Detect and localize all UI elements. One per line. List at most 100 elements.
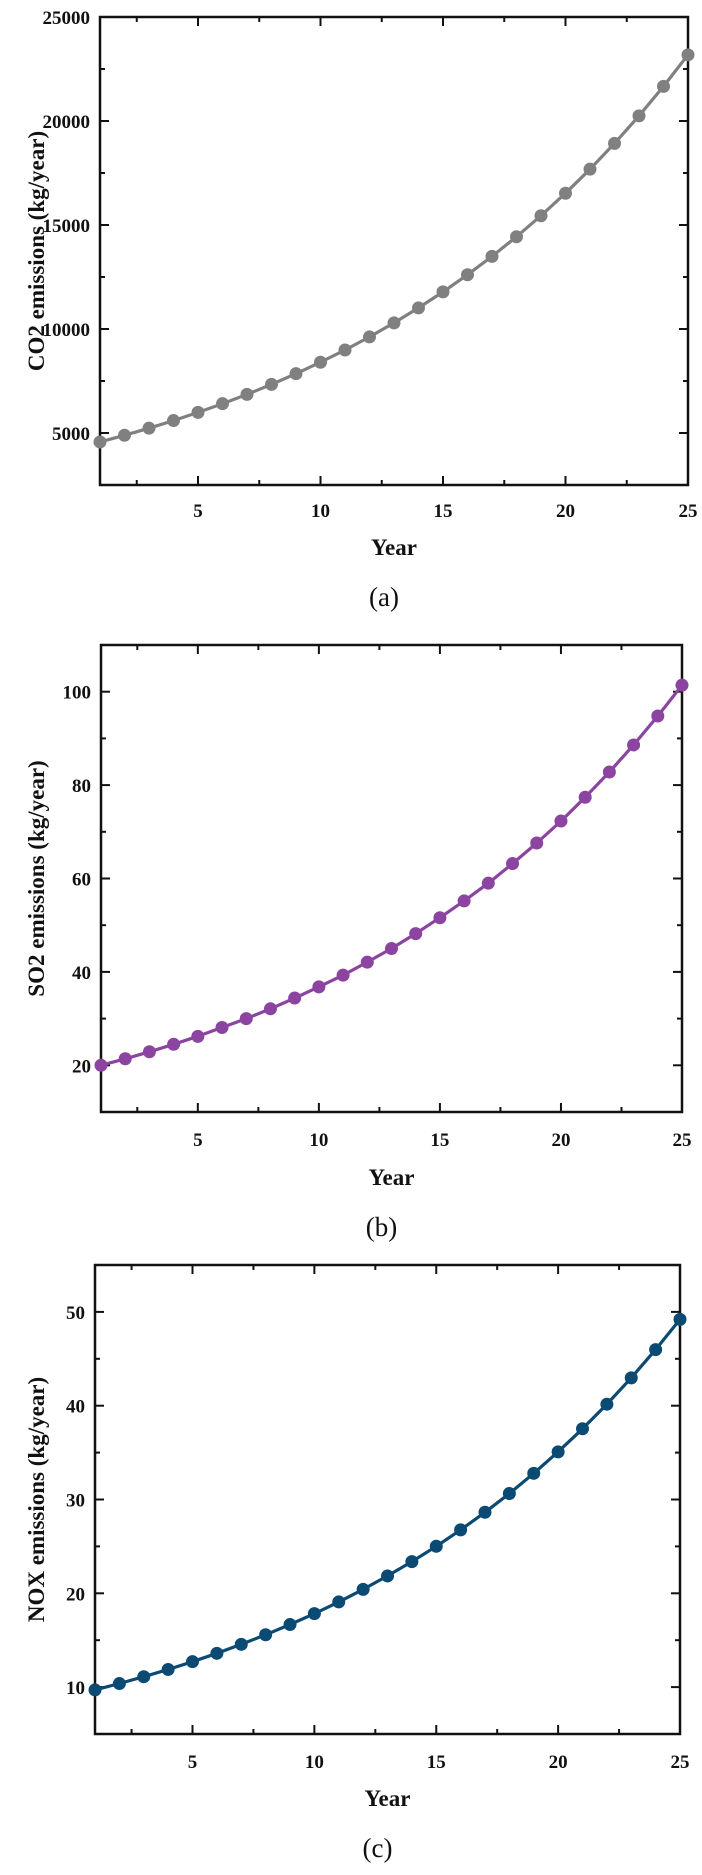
data-point [234, 1637, 248, 1651]
x-axis-label: Year [365, 1786, 411, 1811]
data-point [457, 894, 471, 908]
data-point [314, 355, 327, 369]
data-point [142, 421, 156, 435]
data-point [240, 387, 254, 401]
data-point [239, 1012, 253, 1026]
x-tick-label: 15 [427, 1752, 446, 1773]
panel-caption: (a) [369, 582, 399, 612]
panel-caption: (c) [363, 1833, 393, 1863]
data-point [118, 428, 131, 442]
y-tick-label: 20 [72, 1056, 91, 1077]
y-tick-label: 100 [63, 683, 92, 704]
data-point [530, 836, 544, 850]
series-line [99, 53, 690, 444]
data-point [675, 678, 689, 692]
data-point [112, 1677, 126, 1691]
data-point [551, 1445, 565, 1459]
data-point [167, 1037, 181, 1051]
panel-caption: (b) [366, 1212, 397, 1242]
data-point [429, 1539, 443, 1553]
data-point [602, 765, 616, 779]
data-point [288, 991, 302, 1005]
data-point [283, 1618, 297, 1632]
data-point [502, 1486, 516, 1500]
data-point [210, 1646, 224, 1660]
data-point [161, 1662, 175, 1676]
y-tick-label: 60 [72, 870, 91, 891]
data-point [578, 790, 592, 804]
y-tick-label: 80 [72, 776, 91, 797]
data-point [627, 738, 641, 752]
data-point [360, 955, 374, 969]
data-point [559, 186, 572, 200]
x-tick-label: 15 [434, 501, 453, 522]
data-point [216, 397, 229, 411]
data-point [312, 980, 326, 994]
data-point [186, 1655, 199, 1669]
x-tick-label: 10 [309, 1130, 328, 1151]
data-point [385, 942, 398, 956]
y-tick-label: 25000 [43, 8, 91, 29]
data-point [332, 1595, 346, 1609]
data-point [307, 1607, 321, 1621]
chart-panel-1: 5 10 15 20 25 5000 10000 15000 20000 25000 Year CO2… [24, 8, 698, 612]
data-point [481, 876, 495, 890]
data-point [381, 1569, 394, 1583]
data-point [608, 136, 621, 150]
data-point [649, 1343, 663, 1357]
data-point [433, 911, 447, 925]
y-tick-label: 30 [66, 1491, 85, 1512]
y-tick-label: 20000 [43, 112, 91, 133]
data-point [534, 209, 548, 223]
y-axis-label: NOX emissions (kg/year) [24, 1377, 49, 1622]
data-point [93, 435, 107, 449]
data-point [191, 1029, 205, 1043]
data-point [142, 1045, 156, 1059]
data-point [454, 1523, 468, 1537]
data-point [657, 79, 670, 93]
data-point [600, 1397, 614, 1411]
data-point [478, 1505, 492, 1519]
y-tick-label: 40 [66, 1397, 85, 1418]
series-line [94, 1318, 682, 1692]
data-point [510, 230, 523, 244]
chart-panel-3: 5 10 15 20 25 10 20 30 40 50 Year NOX emissions (kg… [24, 1263, 690, 1863]
data-point [336, 968, 350, 982]
data-point [576, 1422, 589, 1436]
data-point [554, 814, 568, 828]
x-tick-label: 25 [671, 1752, 690, 1773]
data-point [673, 1312, 687, 1326]
data-point [94, 1058, 108, 1072]
x-tick-label: 10 [305, 1752, 324, 1773]
chart-panel-2: 5 10 15 20 25 20 40 60 80 100 Year SO2 emissions (k… [24, 643, 692, 1242]
x-tick-label: 5 [188, 1752, 198, 1773]
data-point [461, 268, 474, 282]
x-axis-label: Year [369, 1165, 415, 1190]
x-tick-label: 20 [551, 1130, 570, 1151]
y-tick-label: 10 [66, 1678, 85, 1699]
plot-frame [98, 15, 690, 487]
x-tick-label: 5 [193, 1130, 203, 1151]
data-point [412, 301, 425, 315]
y-tick-label: 15000 [43, 216, 91, 237]
data-point [506, 857, 520, 871]
data-point [118, 1052, 132, 1066]
data-point [263, 1002, 277, 1016]
data-point [215, 1020, 229, 1034]
data-point [338, 343, 352, 357]
y-tick-label: 40 [72, 963, 91, 984]
y-axis-label: CO2 emissions (kg/year) [24, 131, 49, 371]
data-point [259, 1628, 273, 1642]
series-line [100, 684, 684, 1067]
data-point [651, 709, 665, 723]
data-point [167, 414, 180, 428]
data-point [436, 285, 450, 299]
x-tick-label: 20 [549, 1752, 568, 1773]
data-point [405, 1555, 419, 1569]
data-point [485, 249, 499, 263]
data-point [387, 316, 401, 330]
x-tick-label: 10 [311, 501, 330, 522]
data-point [137, 1670, 151, 1684]
x-axis-label: Year [371, 535, 417, 560]
